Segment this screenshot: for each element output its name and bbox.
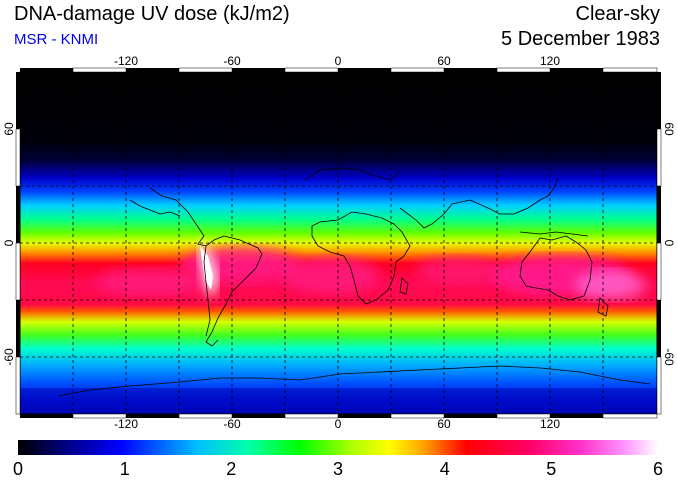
source-label: MSR - KNMI bbox=[14, 31, 99, 48]
africa-coast bbox=[311, 211, 411, 305]
sky-condition-label: Clear-sky bbox=[575, 3, 660, 25]
lat-label-right: -60 bbox=[662, 348, 676, 366]
antarctica-coast bbox=[57, 365, 651, 397]
lat-label-left: -60 bbox=[2, 348, 16, 366]
colorbar-label: 1 bbox=[120, 459, 130, 479]
indonesia-coast bbox=[519, 231, 589, 237]
graticule bbox=[20, 72, 657, 414]
south-america-coast bbox=[149, 187, 263, 347]
colorbar-label: 3 bbox=[333, 459, 343, 479]
lat-labels-left: 60 0 -60 bbox=[2, 122, 16, 366]
lat-label-right: 0 bbox=[662, 240, 676, 247]
lat-label-left: 60 bbox=[2, 122, 16, 136]
colorbar-label: 0 bbox=[13, 459, 23, 479]
date-label: 5 December 1983 bbox=[501, 28, 660, 50]
lon-label-top: 0 bbox=[335, 54, 342, 68]
lat-labels-right: 60 0 -60 bbox=[662, 122, 676, 366]
lat-label-right: 60 bbox=[662, 122, 676, 136]
lon-label-bottom: -60 bbox=[223, 417, 241, 431]
colorbar-label: 2 bbox=[226, 459, 236, 479]
lon-label-top: 60 bbox=[437, 54, 451, 68]
lon-label-top: 120 bbox=[540, 54, 560, 68]
lon-label-top: -120 bbox=[114, 54, 138, 68]
madagascar-coast bbox=[399, 277, 409, 295]
frame-ticks-top bbox=[20, 67, 658, 73]
frame-ticks-sides bbox=[15, 72, 662, 415]
colorbar: 0 1 2 3 4 5 6 bbox=[13, 440, 663, 479]
colorbar-gradient bbox=[18, 440, 658, 455]
asia-coast bbox=[399, 177, 559, 229]
lon-labels-bottom: -120 -60 0 60 120 bbox=[114, 417, 560, 431]
lon-labels-top: -120 -60 0 60 120 bbox=[114, 54, 560, 68]
coastlines bbox=[57, 167, 651, 397]
map-title: DNA-damage UV dose (kJ/m2) bbox=[14, 3, 290, 25]
colorbar-label: 5 bbox=[546, 459, 556, 479]
colorbar-label: 4 bbox=[440, 459, 450, 479]
mediterranean-coast bbox=[304, 167, 401, 181]
andes-coast bbox=[203, 245, 211, 337]
lon-label-bottom: 0 bbox=[335, 417, 342, 431]
colorbar-label: 6 bbox=[653, 459, 663, 479]
australia-coast bbox=[519, 235, 593, 301]
frame-ticks-bottom bbox=[20, 413, 658, 419]
central-america-coast bbox=[129, 199, 181, 217]
new-zealand-coast bbox=[597, 297, 609, 317]
lat-label-left: 0 bbox=[2, 239, 16, 246]
lon-label-bottom: 120 bbox=[540, 417, 560, 431]
lon-label-bottom: 60 bbox=[437, 417, 451, 431]
lon-label-bottom: -120 bbox=[114, 417, 138, 431]
lon-label-top: -60 bbox=[223, 54, 241, 68]
